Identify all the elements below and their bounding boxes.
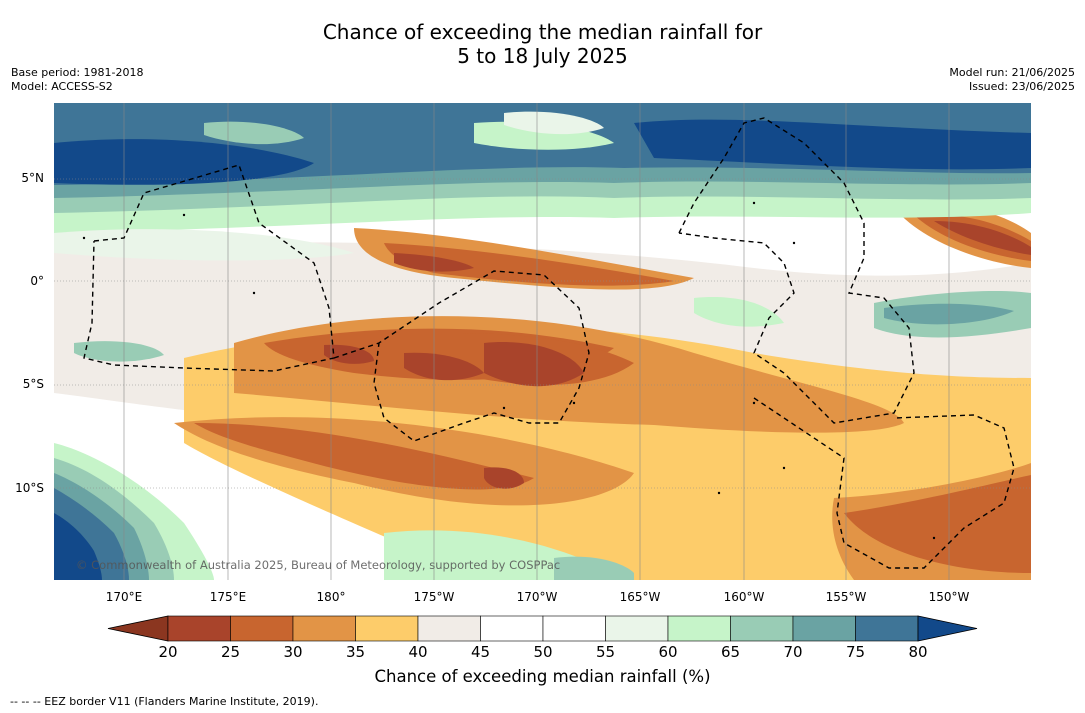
colorbar-tick-label: 55 — [595, 643, 616, 661]
meta-left: Base period: 1981-2018 Model: ACCESS-S2 — [11, 66, 143, 94]
title-line-2: 5 to 18 July 2025 — [457, 44, 628, 68]
colorbar-tick-label: 30 — [283, 643, 303, 661]
lon-label-180: 180° — [316, 590, 346, 604]
eez-legend: -- -- -- EEZ border V11 (Flanders Marine… — [10, 695, 319, 708]
colorbar-tick-label: 50 — [533, 643, 553, 661]
colorbar-segment — [417, 615, 481, 642]
lat-label-0: 0° — [30, 274, 44, 288]
colorbar-tick-label: 20 — [158, 643, 178, 661]
lat-label-5s: 5°S — [22, 377, 44, 391]
colorbar-segment — [355, 615, 419, 642]
lon-label-160w: 160°W — [723, 590, 765, 604]
colorbar-tick-label: 45 — [470, 643, 491, 661]
colorbar-tick-label: 75 — [845, 643, 866, 661]
lon-label-170w: 170°W — [516, 590, 558, 604]
map-title: Chance of exceeding the median rainfall … — [0, 20, 1085, 68]
title-line-1: Chance of exceeding the median rainfall … — [322, 20, 763, 44]
map-panel — [54, 103, 1031, 580]
issued-date: Issued: 23/06/2025 — [968, 80, 1075, 93]
lon-label-175w: 175°W — [413, 590, 455, 604]
meridians — [123, 103, 950, 580]
lat-label-10s: 10°S — [15, 481, 44, 495]
model-run: Model run: 21/06/2025 — [949, 66, 1075, 79]
colorbar-tick-label: 70 — [783, 643, 803, 661]
colorbar-tick-label: 25 — [220, 643, 241, 661]
colorbar-tick-label: 40 — [408, 643, 428, 661]
colorbar-tick-label: 65 — [720, 643, 741, 661]
colorbar-segment — [855, 615, 919, 642]
colorbar-segment — [792, 615, 856, 642]
colorbar-segment — [230, 615, 294, 642]
colorbar-tick-label: 80 — [908, 643, 928, 661]
model-name: Model: ACCESS-S2 — [11, 80, 113, 93]
colorbar-segment — [542, 615, 606, 642]
colorbar-segment — [605, 615, 669, 642]
colorbar-segment — [667, 615, 731, 642]
base-period: Base period: 1981-2018 — [11, 66, 144, 79]
colorbar-label: Chance of exceeding median rainfall (%) — [374, 667, 711, 686]
island-dots — [82, 201, 936, 540]
lon-label-165w: 165°W — [619, 590, 661, 604]
colorbar — [107, 615, 978, 642]
eez-borders — [83, 117, 1015, 569]
lat-label-5n: 5°N — [21, 171, 44, 185]
colorbar-segment — [730, 615, 794, 642]
lon-label-155w: 155°W — [825, 590, 867, 604]
meta-right: Model run: 21/06/2025 Issued: 23/06/2025 — [949, 66, 1075, 94]
lon-label-175e: 175°E — [209, 590, 247, 604]
colorbar-segments — [107, 615, 978, 642]
colorbar-segment — [167, 615, 231, 642]
lon-label-150w: 150°W — [928, 590, 970, 604]
colorbar-segment — [480, 615, 544, 642]
colorbar-tick-label: 35 — [345, 643, 366, 661]
copyright-notice: © Commonwealth of Australia 2025, Bureau… — [76, 558, 561, 572]
gridlines — [54, 178, 1031, 489]
colorbar-segment — [292, 615, 356, 642]
colorbar-under-arrow — [107, 615, 169, 642]
colorbar-over-arrow — [917, 615, 978, 642]
lon-label-170e: 170°E — [105, 590, 143, 604]
rainfall-field — [54, 103, 1031, 580]
probability-map — [54, 103, 1031, 580]
colorbar-tick-label: 60 — [658, 643, 678, 661]
